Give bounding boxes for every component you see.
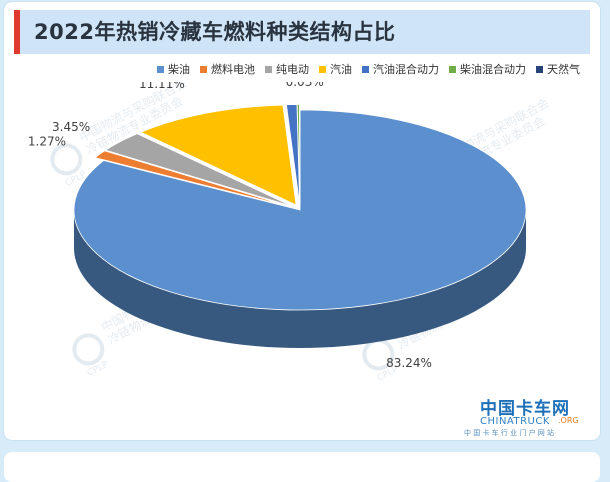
pie-top-layer	[74, 105, 526, 311]
legend-swatch	[200, 66, 207, 73]
chart-legend: 柴油 燃料电池 纯电动 汽油 汽油混合动力 柴油混合动力 天然气	[4, 58, 600, 80]
legend-item: 柴油混合动力	[449, 61, 526, 77]
legend-label: 纯电动	[276, 61, 309, 77]
title-bar: 2022年热销冷藏车燃料种类结构占比	[14, 10, 590, 54]
legend-item: 汽油混合动力	[362, 61, 439, 77]
data-label: 11.11%	[139, 82, 185, 91]
legend-label: 汽油	[330, 61, 352, 77]
legend-swatch	[362, 66, 369, 73]
legend-swatch	[449, 66, 456, 73]
next-card	[4, 452, 600, 482]
data-label: 83.24%	[386, 356, 432, 370]
legend-label: 汽油混合动力	[373, 61, 439, 77]
legend-swatch	[265, 66, 272, 73]
legend-label: 柴油混合动力	[460, 61, 526, 77]
chart-card: 2022年热销冷藏车燃料种类结构占比 柴油 燃料电池 纯电动 汽油 汽油混合动力 柴油混合…	[4, 2, 600, 440]
legend-swatch	[536, 66, 543, 73]
title-accent	[14, 10, 20, 54]
legend-swatch	[157, 66, 164, 73]
data-label: 3.45%	[52, 120, 90, 134]
pie-chart: CPLP中国物流与采购联合会冷链物流专业委员会CPLP中国物流与采购联合会冷链物…	[4, 82, 600, 422]
legend-swatch	[319, 66, 326, 73]
legend-item: 汽油	[319, 61, 352, 77]
legend-item: 燃料电池	[200, 61, 255, 77]
legend-item: 柴油	[157, 61, 190, 77]
legend-label: 燃料电池	[211, 61, 255, 77]
data-label: 1.27%	[28, 134, 66, 148]
brand-logo: 中国卡车网 CHINATRUCK .ORG 中 国 卡 车 行 业 门 户 网 …	[462, 394, 600, 440]
legend-label: 柴油	[168, 61, 190, 77]
legend-label: 天然气	[547, 61, 580, 77]
legend-item: 纯电动	[265, 61, 309, 77]
chart-title: 2022年热销冷藏车燃料种类结构占比	[34, 10, 395, 54]
brand-en: CHINATRUCK	[480, 416, 550, 427]
legend-item: 天然气	[536, 61, 580, 77]
brand-sub: 中 国 卡 车 行 业 门 户 网 站	[464, 428, 554, 438]
data-label: 0.03%	[286, 82, 324, 89]
brand-domain: .ORG	[558, 416, 579, 425]
